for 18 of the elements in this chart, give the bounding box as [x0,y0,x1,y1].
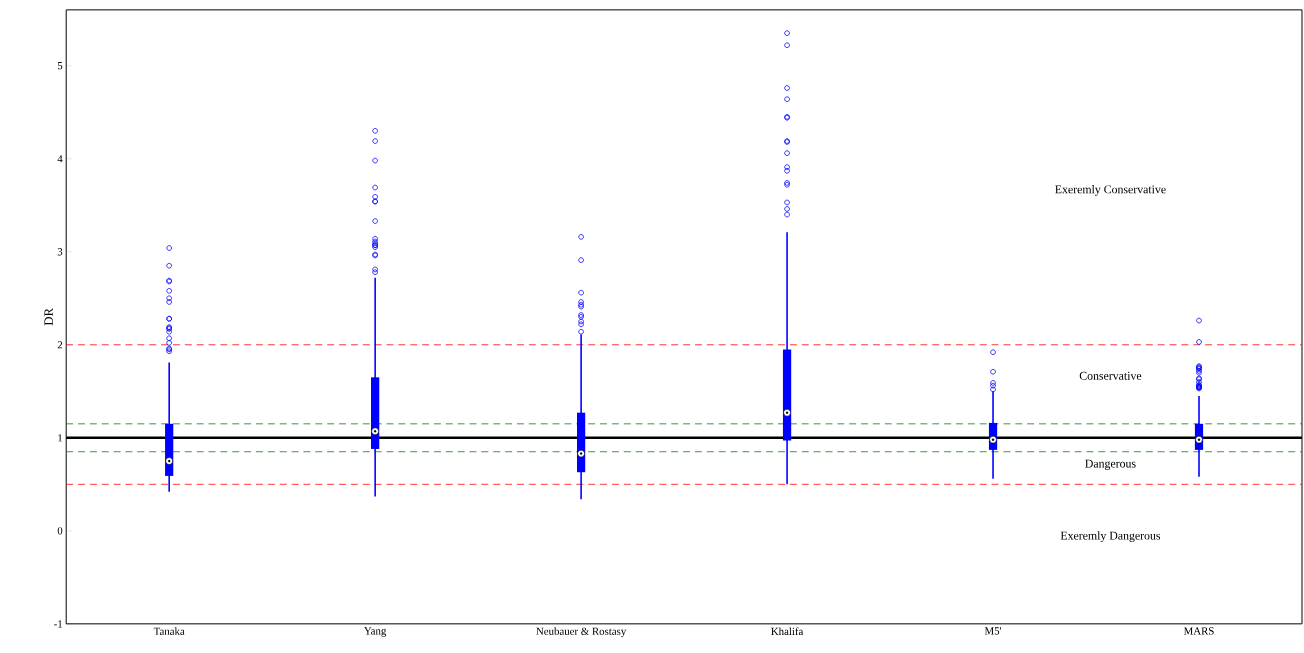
y-tick-label: -1 [54,620,63,628]
annotation: Exeremly Dangerous [1060,531,1161,543]
x-tick-label: Tanaka [153,627,185,636]
y-tick-label: 5 [57,62,63,70]
x-tick-label: Neubauer & Rostasy [536,627,627,638]
y-tick-label: 1 [58,434,63,442]
y-tick-label: 3 [57,248,63,256]
x-tick-label: Khalifa [771,627,804,636]
y-tick-label: 4 [57,155,63,163]
annotation: Exeremly Conservative [1055,185,1166,196]
y-tick-label: 0 [57,527,63,535]
annotation: Dangerous [1085,459,1136,471]
x-tick-label: M5' [984,627,1002,635]
y-axis-title: DR [44,308,53,326]
y-tick-label: 2 [57,341,63,349]
annotation: Conservative [1079,372,1142,380]
x-tick-label: Yang [364,627,387,637]
x-tick-label: MARS [1183,627,1214,635]
